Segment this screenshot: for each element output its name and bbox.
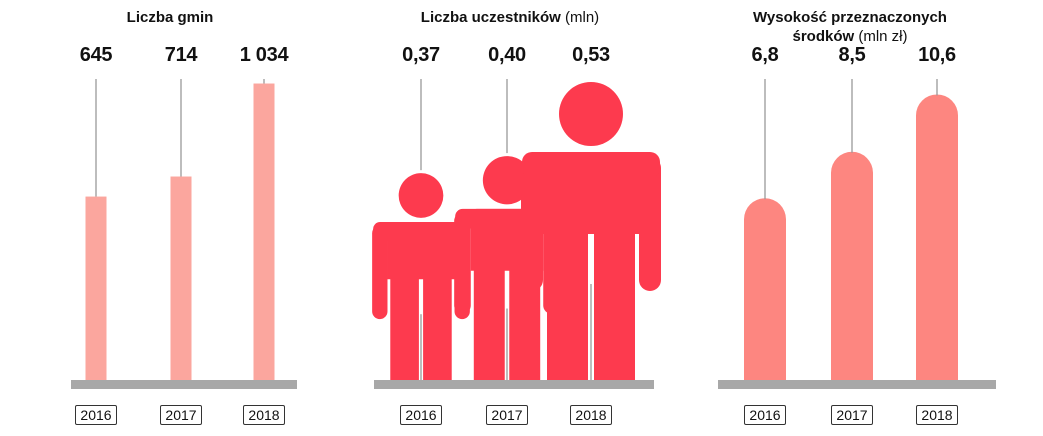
chart-3-value-2017: 8,5 xyxy=(838,44,866,66)
chart-3-title-line2: środków xyxy=(792,28,855,45)
chart-3-unit: (mln zł) xyxy=(858,28,908,45)
chart-3-value-2016: 6,8 xyxy=(751,44,779,66)
chart-1-bar-2016 xyxy=(85,196,107,384)
chart-3-baseline xyxy=(718,380,996,389)
chart-2-person-head-2017 xyxy=(482,156,532,205)
chart-1-value-2017: 714 xyxy=(164,44,198,66)
chart-1-title: Liczba gmin xyxy=(45,8,295,27)
chart-2-person-head-2016 xyxy=(398,173,444,218)
chart-2-value-2016: 0,37 xyxy=(402,44,440,66)
chart-1-tick-2018: 2018 xyxy=(243,405,285,425)
chart-2-person-head-2018 xyxy=(559,82,623,146)
chart-2-value-2018: 0,53 xyxy=(572,44,610,66)
chart-2-tick-2018: 2018 xyxy=(570,405,612,425)
chart-3-value-2018: 10,6 xyxy=(918,44,956,66)
chart-2-person-body-2018 xyxy=(543,152,639,384)
chart-1-value-2016: 645 xyxy=(79,44,113,66)
chart-2-tick-2016: 2016 xyxy=(400,405,442,425)
chart-3-tick-2018: 2018 xyxy=(916,405,958,425)
chart-1-bar-2017 xyxy=(170,176,192,384)
chart-3-tick-2016: 2016 xyxy=(744,405,786,425)
chart-3-bar-2017 xyxy=(831,151,873,384)
chart-1-baseline xyxy=(71,380,297,389)
chart-1-tick-2016: 2016 xyxy=(75,405,117,425)
chart-2-baseline xyxy=(374,380,654,389)
chart-1-tick-2017: 2017 xyxy=(160,405,202,425)
chart-2-unit: (mln) xyxy=(565,9,600,26)
chart-1-bar-2018 xyxy=(253,83,275,385)
chart-3-bar-2016 xyxy=(744,198,786,384)
chart-3-bar-2018 xyxy=(916,94,958,384)
chart-3-tick-2017: 2017 xyxy=(831,405,873,425)
chart-2-value-2017: 0,40 xyxy=(488,44,526,66)
chart-1-title-text: Liczba gmin xyxy=(126,9,214,26)
chart-3-title: Wysokość przeznaczonych środków (mln zł) xyxy=(700,8,1000,46)
chart-2-title-text: Liczba uczestników xyxy=(420,9,561,26)
chart-2-person-body-2016 xyxy=(387,222,455,384)
chart-2-tick-2017: 2017 xyxy=(486,405,528,425)
chart-1-value-2018: 1 034 xyxy=(239,44,289,66)
chart-2-title: Liczba uczestników (mln) xyxy=(360,8,660,27)
chart-3-title-line1: Wysokość przeznaczonych xyxy=(753,9,947,26)
